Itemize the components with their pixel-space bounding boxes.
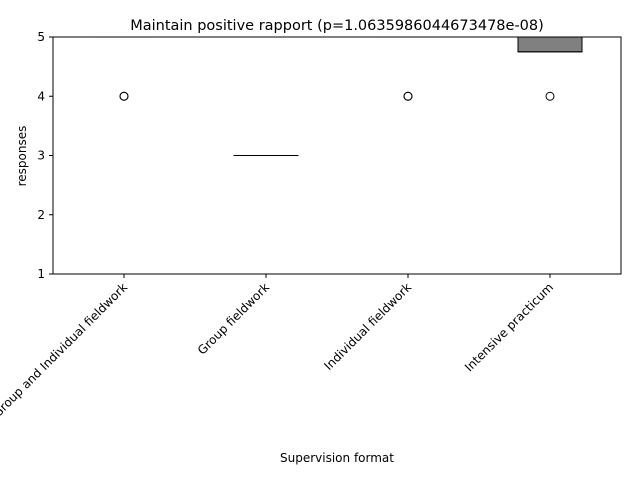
outlier-point [546, 92, 554, 100]
y-tick-label: 2 [37, 208, 45, 222]
x-tick-label: Individual fieldwork [321, 280, 414, 373]
y-axis-label: responses [15, 126, 29, 187]
x-tick-label: Group fieldwork [195, 280, 272, 357]
outlier-point [404, 92, 412, 100]
x-axis-label: Supervision format [280, 451, 394, 465]
y-tick-label: 1 [37, 267, 45, 281]
y-tick-label: 4 [37, 89, 45, 103]
outlier-point [120, 92, 128, 100]
y-tick-label: 3 [37, 149, 45, 163]
x-tick-label: Intensive practicum [462, 280, 556, 374]
plot-marks: 1 2 3 4 5 Group and Individual fieldwork Group… [0, 30, 621, 420]
x-tick-label: Group and Individual fieldwork [0, 280, 130, 420]
chart-title: Maintain positive rapport (p=1.063598604… [130, 18, 544, 34]
box [518, 37, 582, 52]
plot-frame [53, 37, 621, 274]
y-tick-label: 5 [37, 30, 45, 44]
